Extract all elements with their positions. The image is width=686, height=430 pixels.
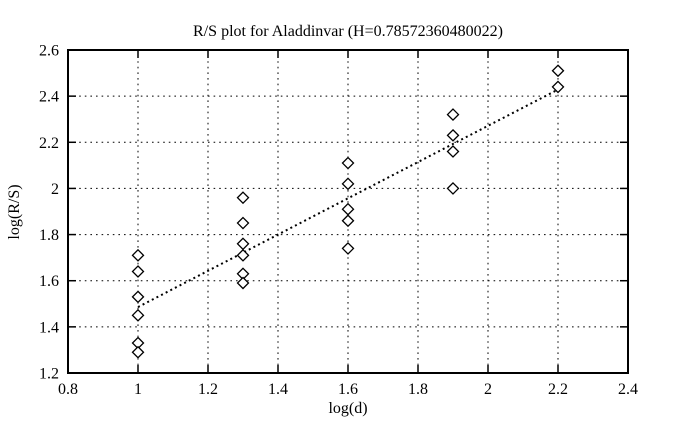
x-tick-label: 2.2: [548, 381, 568, 398]
x-tick-label: 2: [484, 381, 492, 398]
y-tick-label: 1.2: [39, 366, 59, 383]
data-point-diamond: [131, 308, 145, 322]
data-point-diamond: [236, 248, 250, 262]
x-tick-label: 1.4: [268, 381, 288, 398]
data-point-diamond: [236, 191, 250, 205]
data-point-diamond: [551, 64, 565, 78]
y-tick-label: 2.6: [39, 43, 59, 60]
data-point-diamond: [131, 265, 145, 278]
data-point-diamond: [236, 276, 250, 290]
x-tick-label: 2.4: [618, 381, 638, 398]
chart-title: R/S plot for Aladdinvar (H=0.78572360480…: [193, 23, 503, 40]
fit-line: [137, 88, 559, 308]
x-tick-label: 1.6: [338, 381, 358, 398]
x-tick-label: 1: [134, 381, 142, 398]
y-tick-label: 2.4: [39, 89, 59, 106]
x-tick-label: 1.2: [198, 381, 218, 398]
data-point-diamond: [551, 80, 565, 94]
data-point-diamond: [131, 248, 145, 262]
data-point-diamond: [341, 177, 355, 191]
y-tick-label: 2.2: [39, 135, 59, 152]
x-axis-label: log(d): [328, 400, 368, 417]
data-point-diamond: [131, 345, 145, 359]
data-point-diamond: [341, 214, 355, 228]
y-tick-label: 1.6: [39, 273, 59, 290]
data-point-diamond: [341, 202, 355, 216]
data-point-diamond: [341, 156, 355, 170]
data-point-diamond: [131, 290, 145, 304]
y-tick-label: 1.8: [39, 227, 59, 244]
x-tick-label: 1.8: [408, 381, 428, 398]
data-point-diamond: [341, 241, 355, 255]
data-point-diamond: [446, 182, 460, 195]
data-point-diamond: [446, 128, 460, 142]
data-point-diamond: [236, 216, 250, 230]
data-point-diamond: [446, 145, 460, 158]
x-tick-label: 0.8: [58, 381, 78, 398]
data-point-diamond: [236, 237, 250, 251]
y-tick-label: 1.4: [39, 319, 59, 336]
y-tick-label: 2: [51, 181, 59, 198]
data-point-diamond: [446, 108, 460, 122]
